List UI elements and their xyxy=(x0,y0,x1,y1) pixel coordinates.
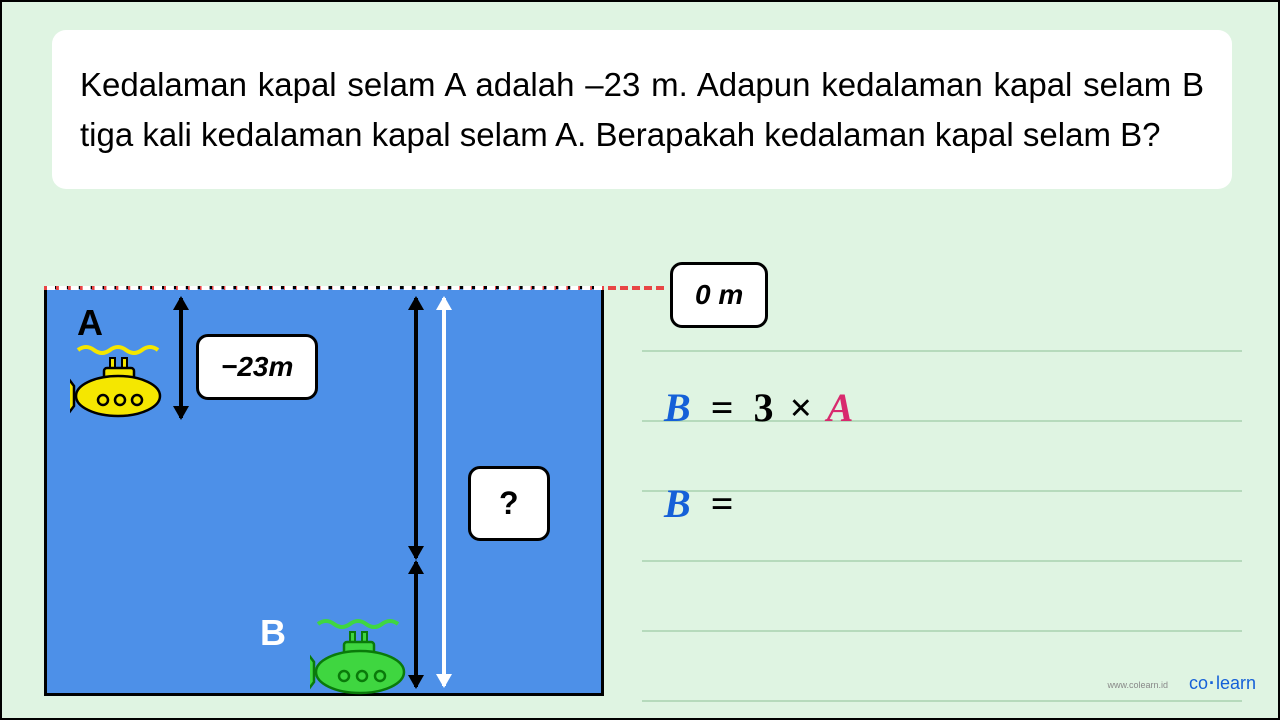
brand-post: learn xyxy=(1216,673,1256,693)
eq2-b: B xyxy=(664,481,691,526)
depth-a-label: −23m xyxy=(196,334,318,400)
depth-b-arrow-lower xyxy=(414,562,418,687)
question-text: Kedalaman kapal selam A adalah –23 m. Ad… xyxy=(80,60,1204,159)
depth-a-arrow xyxy=(179,298,183,418)
question-mark-label: ? xyxy=(468,466,550,541)
depth-b-arrow-upper xyxy=(414,298,418,558)
brand-url: www.colearn.id xyxy=(1107,680,1168,690)
depth-question-arrow xyxy=(442,298,446,686)
equation-line-1: B = 3 × A xyxy=(664,384,853,431)
eq1-equals: = xyxy=(701,385,744,430)
brand-pre: co xyxy=(1189,673,1208,693)
water-surface-white-dash xyxy=(47,286,602,290)
submarine-a-label: A xyxy=(77,302,103,344)
eq2-equals: = xyxy=(701,481,744,526)
eq1-b: B xyxy=(664,385,691,430)
brand-dot: · xyxy=(1208,673,1216,693)
brand-logo: co·learn xyxy=(1189,673,1256,694)
eq1-times: × xyxy=(783,385,818,430)
question-panel: Kedalaman kapal selam A adalah –23 m. Ad… xyxy=(52,30,1232,189)
eq1-a: A xyxy=(827,385,854,430)
submarine-a-icon xyxy=(70,344,165,424)
submarine-b-icon xyxy=(310,618,410,703)
eq1-three: 3 xyxy=(753,385,773,430)
equation-line-2: B = xyxy=(664,480,743,527)
zero-meter-label: 0 m xyxy=(670,262,768,328)
submarine-b-label: B xyxy=(260,612,286,654)
